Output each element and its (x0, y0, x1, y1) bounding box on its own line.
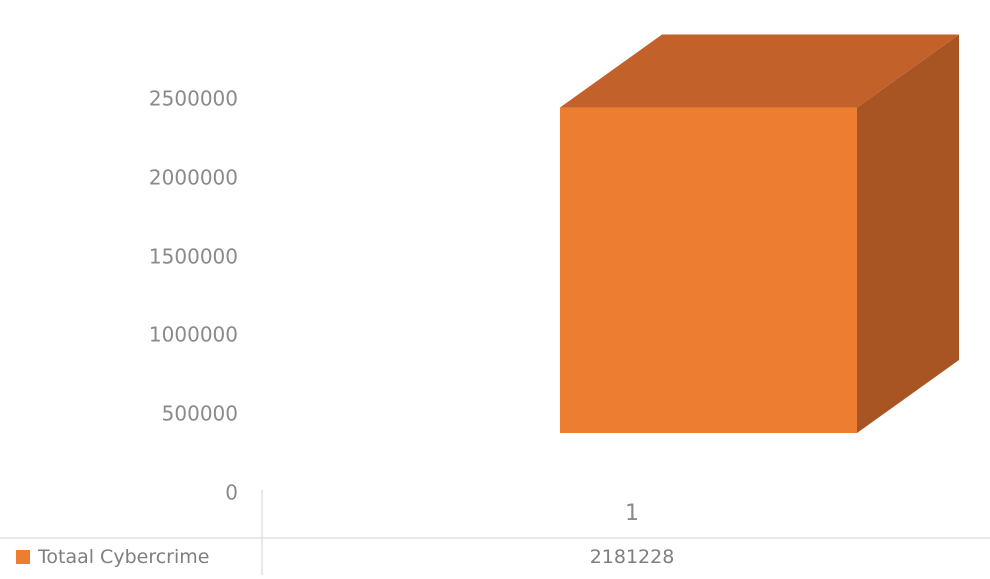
y-axis: 0 500000 1000000 1500000 2000000 2500000 (149, 87, 238, 505)
y-tick-label: 1500000 (149, 245, 238, 269)
bar-top-face (560, 34, 959, 108)
bars (560, 34, 959, 433)
y-tick-label: 2500000 (149, 87, 238, 111)
data-label: 2181228 (590, 546, 675, 568)
y-tick-label: 2000000 (149, 166, 238, 190)
data-table: 1 Totaal Cybercrime 2181228 (0, 490, 990, 575)
y-tick-label: 0 (225, 481, 238, 505)
bar-side-face (857, 34, 959, 433)
legend-label: Totaal Cybercrime (37, 546, 209, 568)
bar (560, 107, 857, 433)
x-category-label: 1 (625, 501, 639, 526)
y-tick-label: 500000 (162, 402, 238, 426)
y-tick-label: 1000000 (149, 323, 238, 347)
legend-key (16, 550, 30, 564)
